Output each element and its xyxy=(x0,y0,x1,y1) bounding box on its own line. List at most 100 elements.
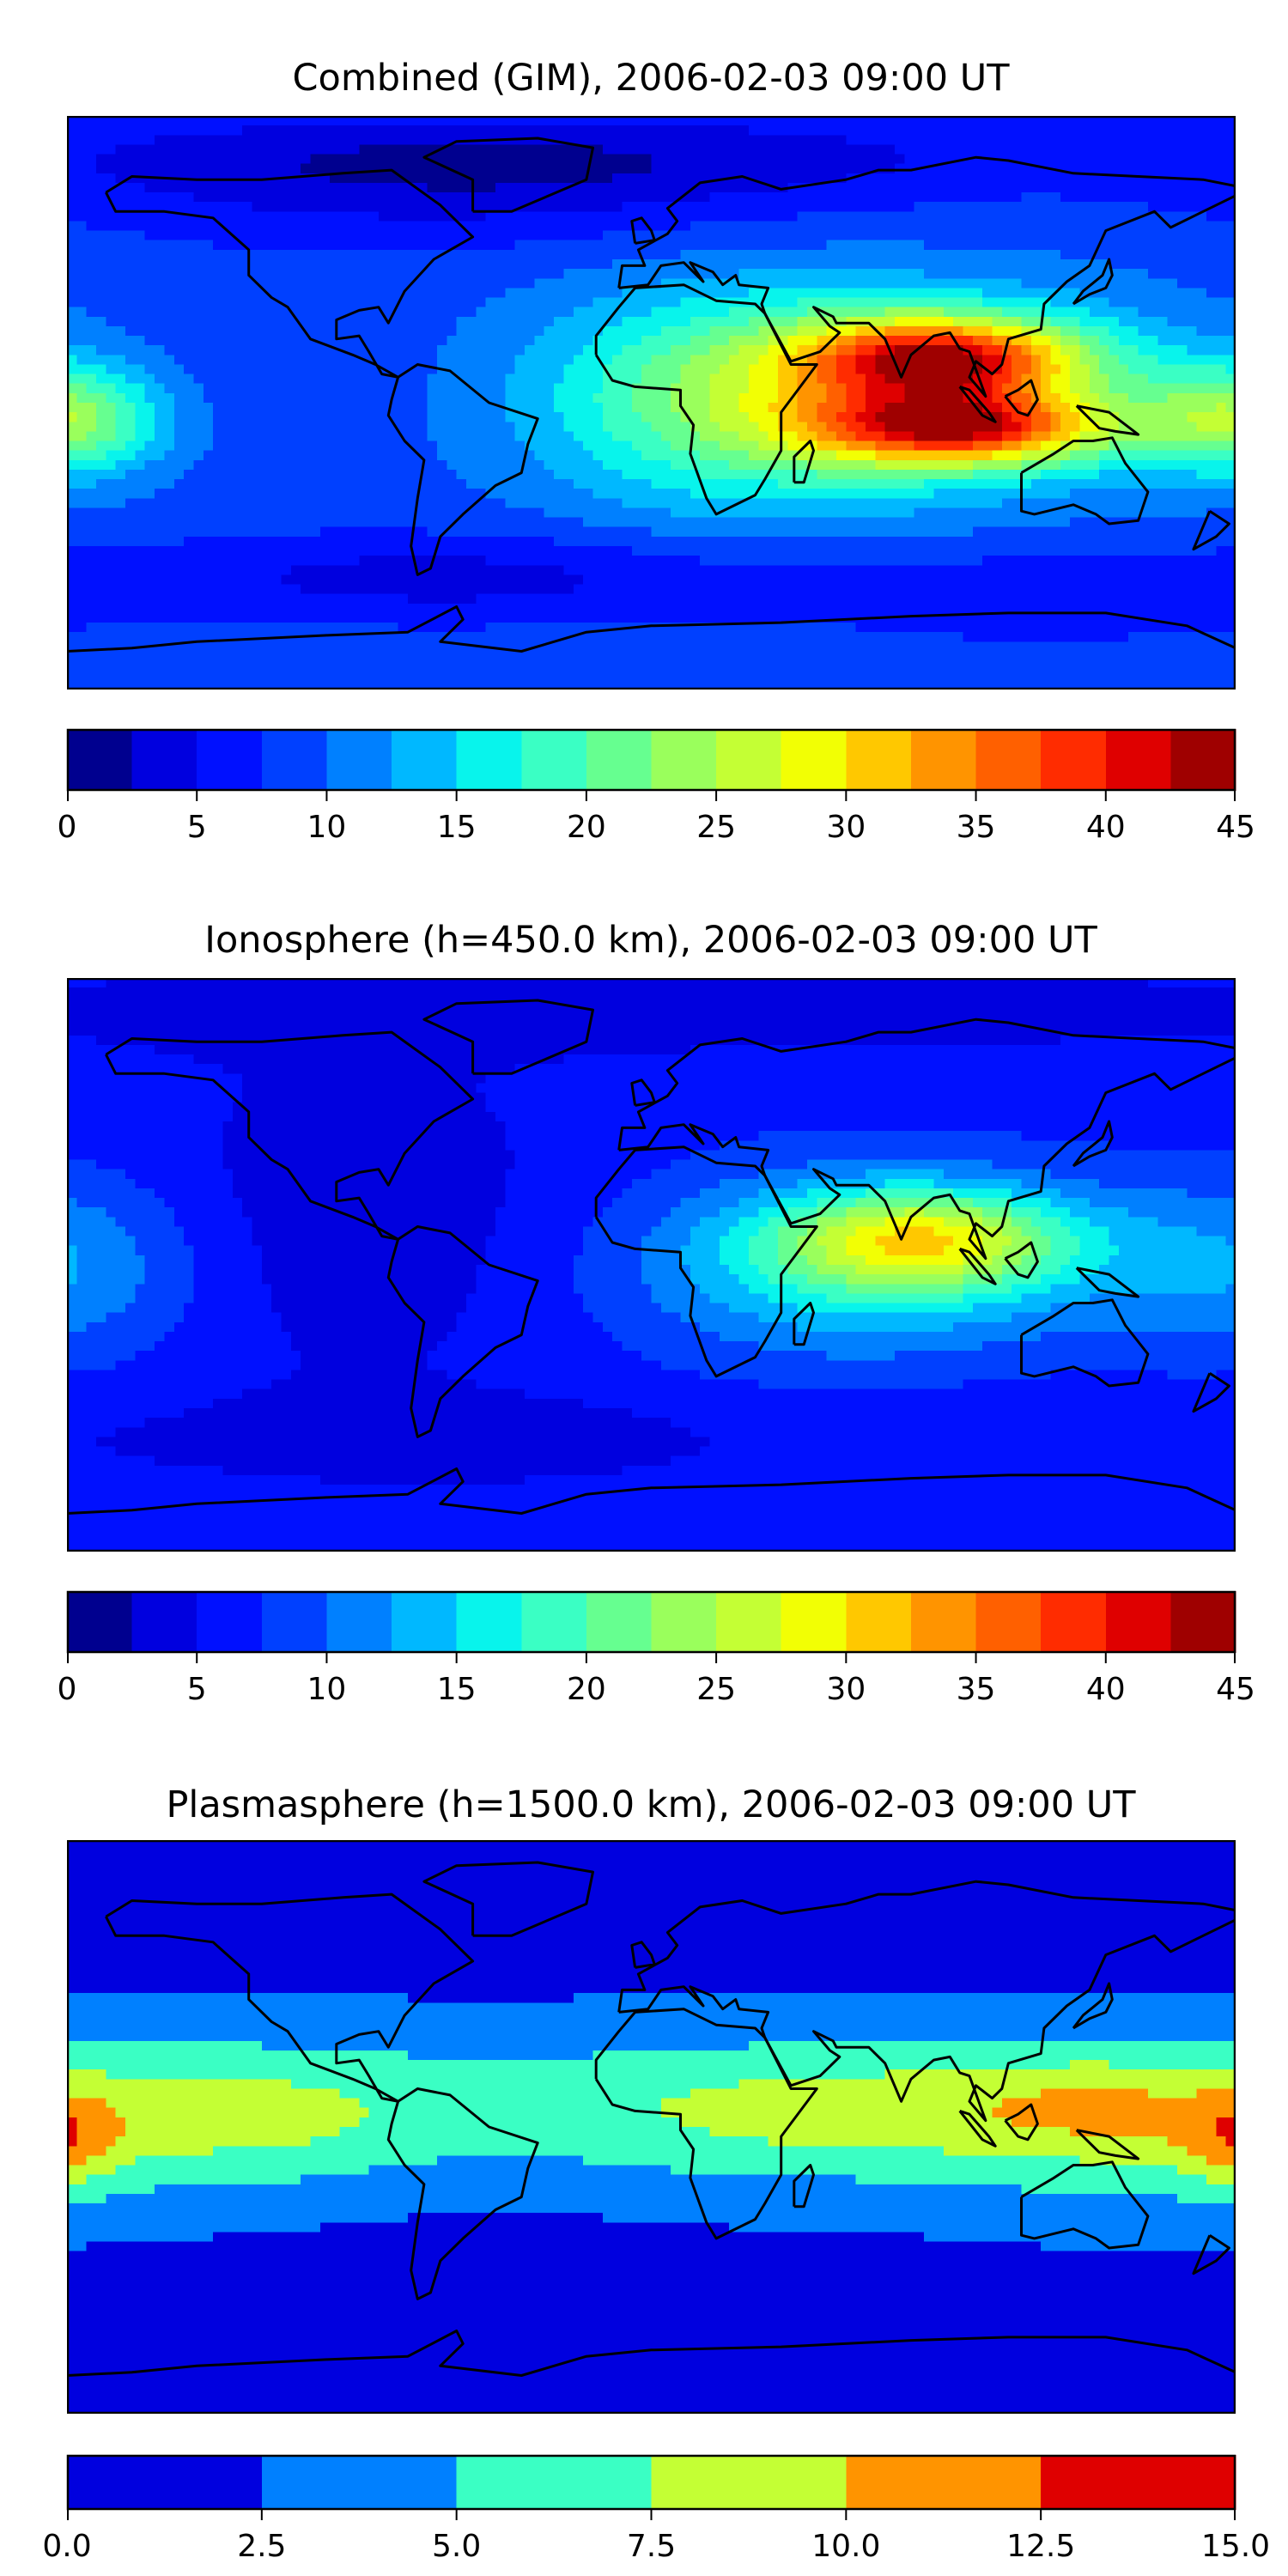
contour-cell xyxy=(86,278,97,289)
contour-cell xyxy=(106,364,117,375)
contour-cell xyxy=(972,316,983,327)
contour-cell xyxy=(563,125,574,136)
contour-cell xyxy=(505,230,516,241)
contour-cell xyxy=(592,364,604,375)
contour-cell xyxy=(466,431,477,442)
contour-cell xyxy=(660,345,671,355)
contour-cell xyxy=(738,240,750,251)
contour-cell xyxy=(866,173,876,184)
contour-cell xyxy=(1216,230,1227,241)
contour-cell xyxy=(144,192,155,203)
contour-cell xyxy=(982,307,993,318)
contour-cell xyxy=(797,392,808,404)
contour-cell xyxy=(709,316,720,327)
contour-cell xyxy=(213,230,224,241)
contour-cell xyxy=(525,154,535,165)
contour-cell xyxy=(310,374,321,385)
contour-cell xyxy=(525,440,535,452)
contour-cell xyxy=(144,383,155,394)
contour-cell xyxy=(1147,431,1158,442)
contour-cell xyxy=(914,469,925,480)
contour-cell xyxy=(135,507,146,519)
contour-cell xyxy=(86,431,97,442)
contour-cell xyxy=(583,336,594,346)
contour-cell xyxy=(709,403,720,413)
contour-cell xyxy=(963,440,974,452)
contour-cell xyxy=(1157,230,1169,241)
contour-cell xyxy=(1109,374,1120,385)
contour-cell xyxy=(125,116,136,126)
contour-cell xyxy=(884,116,896,126)
contour-cell xyxy=(193,182,204,193)
contour-cell xyxy=(612,116,623,126)
contour-cell xyxy=(1109,489,1120,499)
contour-cell xyxy=(680,221,691,232)
contour-cell xyxy=(1089,336,1100,346)
contour-cell xyxy=(155,269,166,279)
contour-cell xyxy=(963,336,974,346)
contour-cell xyxy=(729,163,740,174)
contour-cell xyxy=(602,163,613,174)
contour-cell xyxy=(1012,479,1023,489)
contour-cell xyxy=(982,336,993,346)
contour-cell xyxy=(106,230,117,241)
contour-cell xyxy=(1138,345,1149,355)
contour-cell xyxy=(1147,422,1158,432)
contour-cell xyxy=(407,374,418,385)
contour-cell xyxy=(301,336,312,346)
contour-cell xyxy=(554,173,565,184)
contour-cell xyxy=(943,431,954,442)
contour-cell xyxy=(612,383,623,394)
contour-cell xyxy=(330,269,341,279)
contour-cell xyxy=(1138,355,1149,366)
contour-cell xyxy=(1147,182,1158,193)
contour-cell xyxy=(729,307,740,318)
contour-cell xyxy=(884,173,896,184)
contour-cell xyxy=(1206,163,1217,174)
contour-cell xyxy=(544,336,555,346)
contour-cell xyxy=(417,230,428,241)
contour-cell xyxy=(1138,459,1149,471)
contour-cell xyxy=(797,163,808,174)
contour-cell xyxy=(534,450,545,461)
contour-cell xyxy=(164,297,175,308)
contour-cell xyxy=(622,498,633,509)
contour-cell xyxy=(855,316,866,327)
contour-cell xyxy=(1099,422,1110,432)
contour-cell xyxy=(768,336,779,346)
contour-cell xyxy=(895,374,905,385)
contour-cell xyxy=(817,297,828,308)
contour-cell xyxy=(1157,116,1169,126)
contour-cell xyxy=(982,192,993,203)
contour-cell xyxy=(622,336,633,346)
contour-cell xyxy=(495,269,506,279)
contour-cell xyxy=(806,125,817,136)
contour-cell xyxy=(612,440,623,452)
contour-cell xyxy=(563,412,574,422)
contour-cell xyxy=(456,431,467,442)
contour-cell xyxy=(1176,469,1188,480)
contour-cell xyxy=(806,278,817,289)
contour-cell xyxy=(398,202,409,212)
contour-cell xyxy=(339,269,350,279)
contour-cell xyxy=(76,163,88,174)
contour-cell xyxy=(222,469,234,480)
contour-cell xyxy=(777,202,788,212)
contour-cell xyxy=(583,440,594,452)
contour-cell xyxy=(1147,403,1158,413)
contour-cell xyxy=(271,154,283,165)
contour-cell xyxy=(1216,135,1227,145)
contour-cell xyxy=(96,192,106,203)
contour-cell xyxy=(1216,345,1227,355)
contour-cell xyxy=(436,355,447,366)
contour-cell xyxy=(427,269,438,279)
contour-cell xyxy=(213,192,224,203)
contour-cell xyxy=(106,507,117,519)
contour-cell xyxy=(963,498,974,509)
contour-cell xyxy=(1079,249,1091,260)
contour-cell xyxy=(261,316,272,327)
contour-cell xyxy=(924,297,935,308)
contour-cell xyxy=(1118,278,1129,289)
contour-cell xyxy=(846,221,857,232)
contour-cell xyxy=(866,221,876,232)
